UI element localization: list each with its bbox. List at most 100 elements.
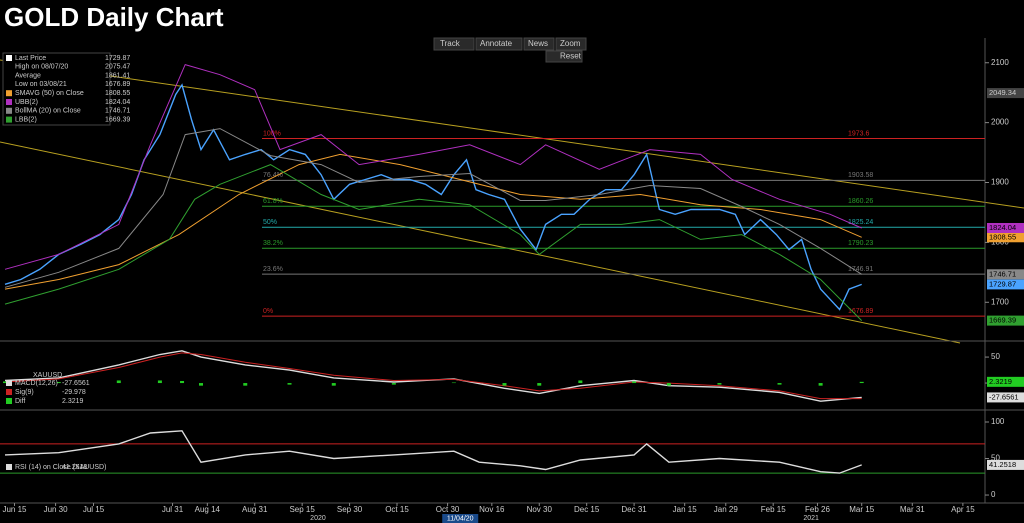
button-label[interactable]: Annotate bbox=[480, 39, 513, 48]
y-tick-label: 50 bbox=[991, 454, 1000, 463]
y-tick-label: 0 bbox=[991, 490, 996, 499]
y-tick-label: 100 bbox=[991, 417, 1005, 426]
histogram-bar bbox=[777, 383, 782, 385]
histogram-bar bbox=[243, 383, 248, 386]
channel-line bbox=[0, 141, 961, 344]
series-line bbox=[4, 128, 862, 288]
value-tag bbox=[987, 376, 1024, 387]
fib-label: 0% bbox=[263, 308, 273, 315]
legend-swatch bbox=[6, 116, 12, 123]
legend-label: Sig(9) bbox=[15, 389, 34, 396]
legend-label: BollMA (20) on Close bbox=[15, 108, 81, 115]
x-tick-label: Aug 14 bbox=[195, 505, 221, 514]
legend-value: 1669.39 bbox=[105, 116, 130, 123]
cursor-label: 11/04/20 bbox=[447, 515, 474, 522]
x-tick-label: Feb 15 bbox=[761, 505, 786, 514]
x-tick-label: Aug 31 bbox=[242, 505, 268, 514]
button-label[interactable]: Track bbox=[440, 39, 461, 48]
fib-value: 1860.26 bbox=[848, 198, 873, 205]
series-line bbox=[4, 164, 863, 321]
fib-label: 61.8% bbox=[263, 198, 283, 205]
series-line bbox=[4, 430, 862, 474]
value-tag bbox=[987, 223, 1024, 233]
x-tick-label: Oct 15 bbox=[385, 505, 409, 514]
channel-line bbox=[0, 59, 1024, 209]
legend-value: 1861.41 bbox=[105, 72, 130, 79]
legend-value: 41.2518 bbox=[62, 464, 87, 471]
fib-value: 1903.58 bbox=[848, 172, 873, 179]
x-tick-label: Sep 30 bbox=[337, 505, 363, 514]
legend-label: UBB(2) bbox=[15, 99, 38, 106]
y-tick-label: 1700 bbox=[991, 297, 1009, 306]
button[interactable] bbox=[475, 37, 523, 51]
fib-label: 76.4% bbox=[263, 172, 283, 179]
button-label[interactable]: Reset bbox=[560, 52, 582, 61]
x-tick-label: Nov 30 bbox=[527, 505, 553, 514]
fib-label: 38.2% bbox=[263, 240, 283, 247]
legend-label: Last Price bbox=[15, 55, 46, 62]
legend-swatch bbox=[6, 55, 12, 61]
histogram-bar bbox=[632, 381, 637, 384]
histogram-bar bbox=[331, 383, 336, 386]
value-tag-label: 41.2518 bbox=[989, 460, 1016, 469]
legend-value: 1676.89 bbox=[105, 81, 130, 88]
x-tick-label: Mar 15 bbox=[849, 505, 874, 514]
legend-label: Average bbox=[15, 72, 41, 79]
value-tag bbox=[987, 315, 1024, 326]
value-tag-label: -27.6561 bbox=[989, 392, 1019, 401]
x-tick-label: Jul 31 bbox=[162, 505, 184, 514]
histogram-bar bbox=[199, 383, 203, 386]
series-line bbox=[4, 352, 862, 400]
button[interactable] bbox=[523, 37, 555, 51]
histogram-bar bbox=[451, 382, 456, 384]
value-tag bbox=[987, 269, 1024, 280]
button[interactable] bbox=[433, 37, 475, 51]
value-tag bbox=[987, 88, 1024, 99]
value-tag-label: 1669.39 bbox=[989, 316, 1016, 325]
histogram-bar bbox=[666, 383, 671, 386]
histogram-bar bbox=[859, 381, 864, 384]
legend-value: 1746.71 bbox=[105, 108, 130, 115]
legend-value: -27.6561 bbox=[62, 380, 90, 387]
legend-label: RSI (14) on Close (XAUUSD) bbox=[15, 464, 106, 471]
button[interactable] bbox=[555, 37, 587, 51]
series-line bbox=[4, 83, 862, 311]
histogram-bar bbox=[157, 380, 162, 384]
year-label: 2021 bbox=[803, 515, 819, 522]
fib-value: 1973.6 bbox=[848, 130, 870, 137]
legend-label: SMAVG (50) on Close bbox=[15, 90, 84, 97]
button[interactable] bbox=[545, 50, 583, 63]
histogram-bar bbox=[180, 380, 185, 384]
fib-value: 1676.89 bbox=[848, 308, 873, 315]
chart-title: GOLD Daily Chart bbox=[4, 2, 224, 32]
legend-label: MACD(12,26) bbox=[15, 380, 58, 387]
value-tag-label: 2049.34 bbox=[989, 88, 1016, 97]
histogram-bar bbox=[56, 382, 61, 384]
x-tick-label: Jul 15 bbox=[83, 505, 105, 514]
y-tick-label: 1900 bbox=[991, 178, 1009, 187]
legend-label: Low on 03/08/21 bbox=[15, 81, 67, 88]
legend-swatch bbox=[6, 389, 12, 395]
legend-label: LBB(2) bbox=[15, 116, 37, 123]
histogram-bar bbox=[116, 380, 121, 384]
legend-value: 1729.87 bbox=[105, 55, 130, 62]
legend-label: High on 08/07/20 bbox=[15, 64, 68, 71]
histogram-bar bbox=[502, 383, 507, 386]
legend-swatch bbox=[6, 90, 12, 97]
value-tag-label: 1746.71 bbox=[989, 269, 1016, 278]
legend-value: -29.978 bbox=[62, 389, 86, 396]
legend-value: 1824.04 bbox=[105, 99, 130, 106]
value-tag-label: 1729.87 bbox=[989, 279, 1016, 288]
histogram-bar bbox=[391, 383, 396, 385]
x-tick-label: Jan 29 bbox=[714, 505, 739, 514]
button-label[interactable]: Zoom bbox=[560, 39, 581, 48]
x-tick-label: Dec 31 bbox=[621, 505, 647, 514]
legend-swatch bbox=[6, 464, 12, 470]
button-label[interactable]: News bbox=[528, 39, 548, 48]
legend-swatch bbox=[6, 398, 12, 404]
cursor-tag bbox=[442, 514, 479, 523]
histogram-bar bbox=[717, 383, 722, 385]
